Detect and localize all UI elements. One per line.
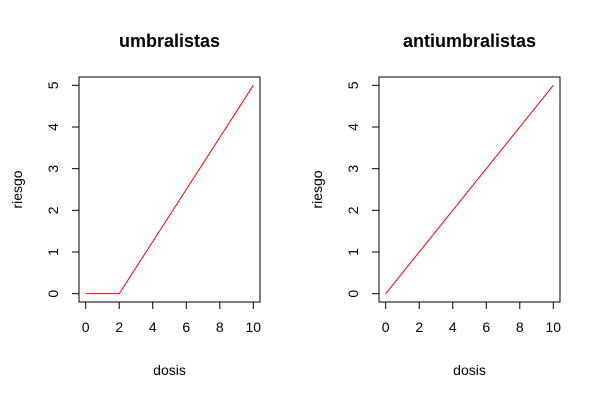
- chart-title: antiumbralistas: [403, 31, 536, 51]
- y-tick-label-1: 1: [345, 248, 361, 256]
- y-tick-label-0: 0: [345, 290, 361, 298]
- x-tick-label-8: 8: [216, 319, 224, 335]
- y-tick-label-4: 4: [345, 123, 361, 131]
- y-tick-label-2: 2: [345, 206, 361, 214]
- x-tick-label-4: 4: [449, 319, 457, 335]
- y-tick-label-1: 1: [45, 248, 61, 256]
- y-axis-label: riesgo: [9, 170, 25, 208]
- y-tick-label-3: 3: [345, 165, 361, 173]
- x-tick-label-10: 10: [546, 319, 562, 335]
- y-tick-label-2: 2: [45, 206, 61, 214]
- chart-panel-1: umbralistas 0 2 4 6 8 10 dosis 0 1 2 3 4 5 riesgo: [9, 31, 261, 378]
- y-tick-label-0: 0: [45, 290, 61, 298]
- x-tick-label-8: 8: [516, 319, 524, 335]
- x-tick-label-0: 0: [82, 319, 90, 335]
- y-axis-label: riesgo: [309, 170, 325, 208]
- x-tick-label-0: 0: [382, 319, 390, 335]
- y-tick-label-4: 4: [45, 123, 61, 131]
- x-tick-label-10: 10: [246, 319, 262, 335]
- x-axis-label: dosis: [153, 362, 186, 378]
- y-tick-label-3: 3: [45, 165, 61, 173]
- x-axis-label: dosis: [453, 362, 486, 378]
- y-tick-label-5: 5: [45, 81, 61, 89]
- x-tick-label-4: 4: [149, 319, 157, 335]
- series-line-1: [385, 85, 554, 294]
- chart-title: umbralistas: [119, 31, 220, 51]
- x-tick-label-2: 2: [115, 319, 123, 335]
- x-tick-label-2: 2: [415, 319, 423, 335]
- x-tick-label-6: 6: [182, 319, 190, 335]
- x-tick-label-6: 6: [482, 319, 490, 335]
- series-line-1: [85, 85, 254, 295]
- y-tick-label-5: 5: [345, 81, 361, 89]
- chart-panel-2: antiumbralistas 0 2 4 6 8 10 dosis 0 1 2 3 4 5 riesgo: [309, 31, 561, 378]
